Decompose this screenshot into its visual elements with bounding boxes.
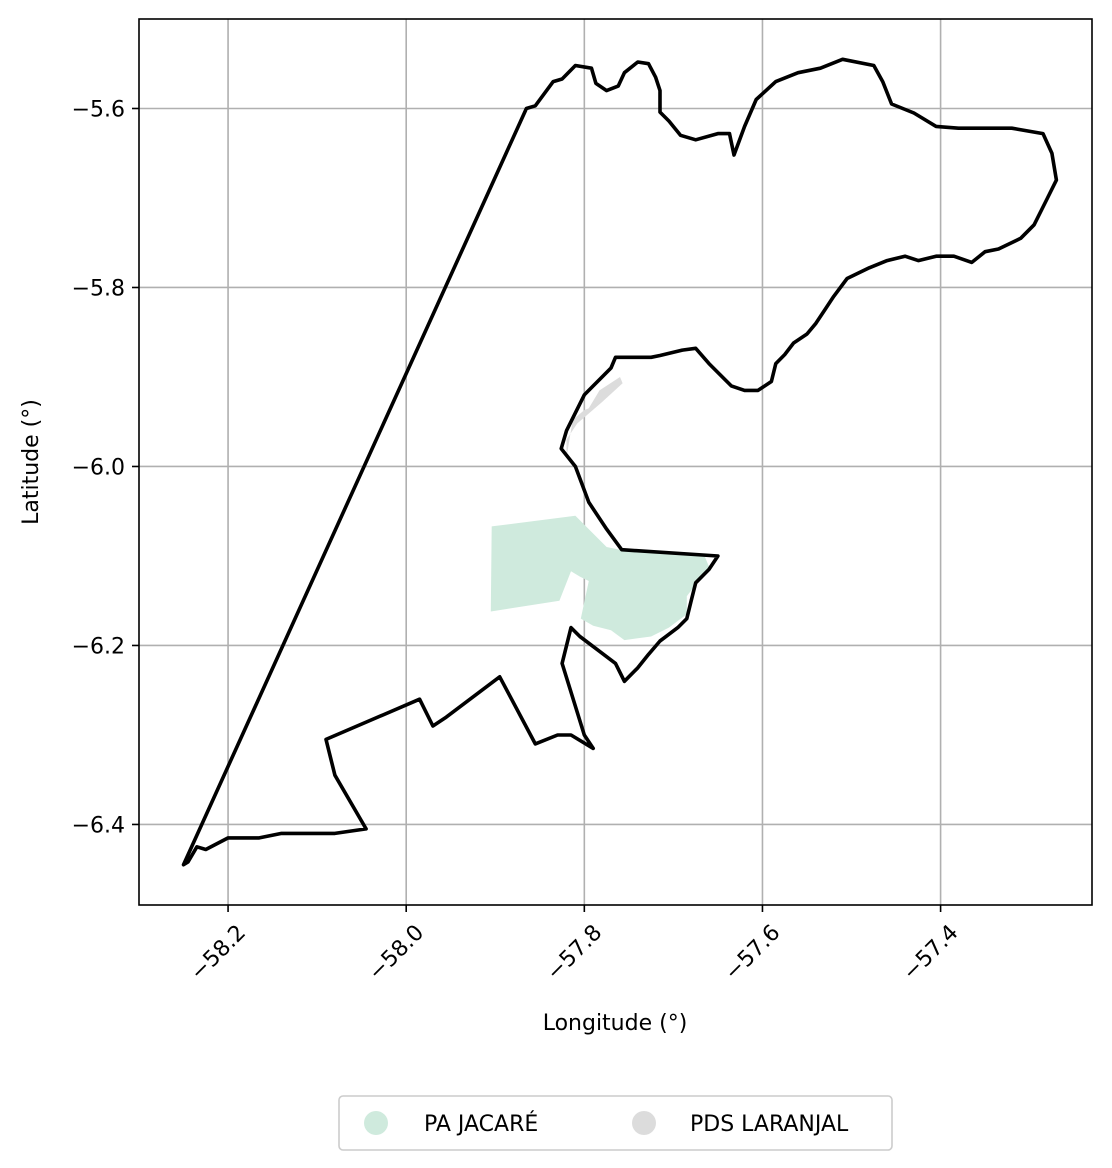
municipality-boundary: [181, 57, 1059, 867]
legend-marker-pa-jacare: [364, 1111, 388, 1135]
legend-box: [338, 1095, 893, 1151]
y-tick-label: −5.8: [72, 276, 125, 301]
y-tick-label: −6.4: [72, 813, 125, 838]
y-tick-label: −5.6: [72, 97, 125, 122]
y-tick-label: −6.0: [72, 455, 125, 480]
gridlines: [139, 19, 1092, 905]
y-tick-label: −6.2: [72, 634, 125, 659]
legend-marker-pds-laranjal: [632, 1111, 656, 1135]
legend: PA JACARÉ PDS LARANJAL: [338, 1095, 893, 1151]
x-axis-label: Longitude (°): [543, 1011, 688, 1036]
y-axis-label: Latitude (°): [19, 399, 44, 525]
regions: [490, 377, 709, 641]
boundary: [181, 57, 1059, 867]
region-pds-laranjal: [566, 377, 623, 458]
legend-label-pds-laranjal: PDS LARANJAL: [690, 1112, 849, 1137]
region-pa-jacar-: [490, 515, 709, 641]
axes-frame: [138, 18, 1093, 906]
legend-label-pa-jacare: PA JACARÉ: [424, 1111, 538, 1137]
